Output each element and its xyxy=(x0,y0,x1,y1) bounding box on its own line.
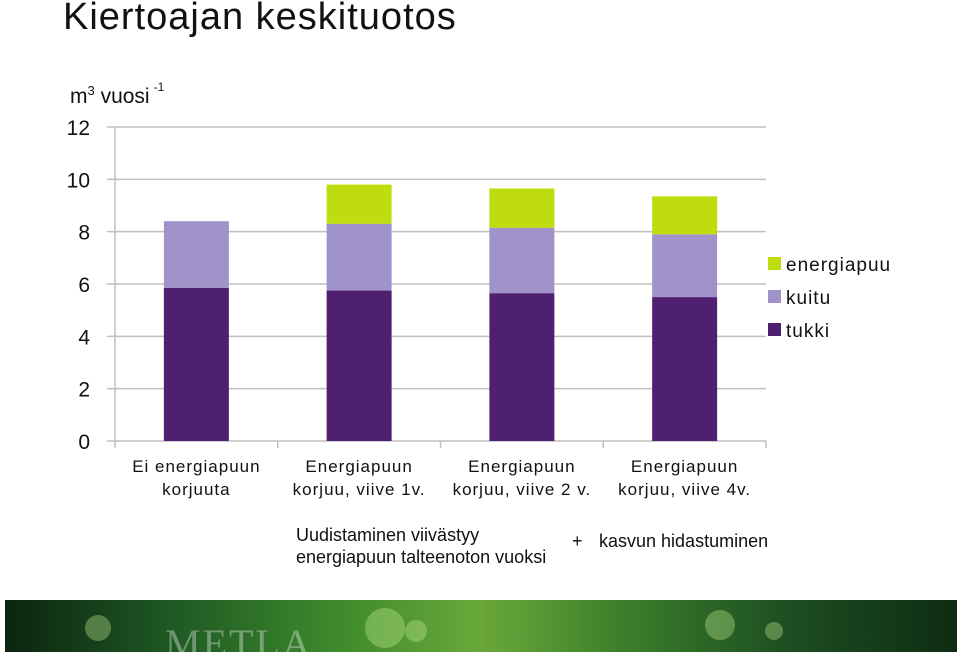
x-category-label: korjuu, viive 2 v. xyxy=(453,480,592,499)
y-tick-label: 2 xyxy=(78,379,90,402)
footer-banner: METLA xyxy=(5,600,957,652)
x-category-label: korjuu, viive 1v. xyxy=(293,480,426,499)
y-tick-label: 0 xyxy=(78,431,90,454)
bar-energiapuu xyxy=(652,196,718,235)
page-title: Kiertoajan keskituotos xyxy=(63,0,457,38)
note-delayed-regeneration: Uudistaminen viivästyy energiapuun talte… xyxy=(296,525,547,567)
bar-kuitu xyxy=(326,223,392,291)
bar-kuitu xyxy=(489,227,555,294)
bar-kuitu xyxy=(163,221,229,288)
bar-kuitu xyxy=(652,234,718,298)
x-category-label: korjuuta xyxy=(162,480,230,499)
x-category-label: Ei energiapuun xyxy=(132,457,260,476)
bar-tukki xyxy=(489,293,555,441)
legend-swatch-energiapuu xyxy=(768,257,781,270)
x-category-label: Energiapuun xyxy=(468,457,575,476)
note-plus: + xyxy=(572,531,583,551)
legend-swatch-kuitu xyxy=(768,290,781,303)
bar-tukki xyxy=(326,290,392,441)
x-category-label: korjuu, viive 4v. xyxy=(618,480,751,499)
y-tick-label: 12 xyxy=(67,117,90,140)
note-growth-slowdown: kasvun hidastuminen xyxy=(599,531,769,551)
y-tick-label: 6 xyxy=(78,274,90,297)
bar-energiapuu xyxy=(326,184,392,224)
y-axis-unit: m3 vuosi -1 xyxy=(70,80,165,108)
y-tick-label: 8 xyxy=(78,222,90,245)
bar-energiapuu xyxy=(489,188,555,228)
legend-label-energiapuu: energiapuu xyxy=(786,255,891,276)
legend-label-tukki: tukki xyxy=(786,321,830,342)
bar-tukki xyxy=(163,287,229,441)
x-category-label: Energiapuun xyxy=(631,457,738,476)
x-category-label: Energiapuun xyxy=(305,457,412,476)
metla-logo: METLA xyxy=(165,621,313,652)
y-tick-label: 10 xyxy=(67,169,90,192)
bar-tukki xyxy=(652,297,718,441)
y-tick-label: 4 xyxy=(78,326,90,349)
legend-label-kuitu: kuitu xyxy=(786,288,831,309)
legend-swatch-tukki xyxy=(768,323,781,336)
stacked-bar-chart: 0 2 4 6 8 10 12 Ei energiapuun korjuuta Energiapu… xyxy=(67,117,891,499)
